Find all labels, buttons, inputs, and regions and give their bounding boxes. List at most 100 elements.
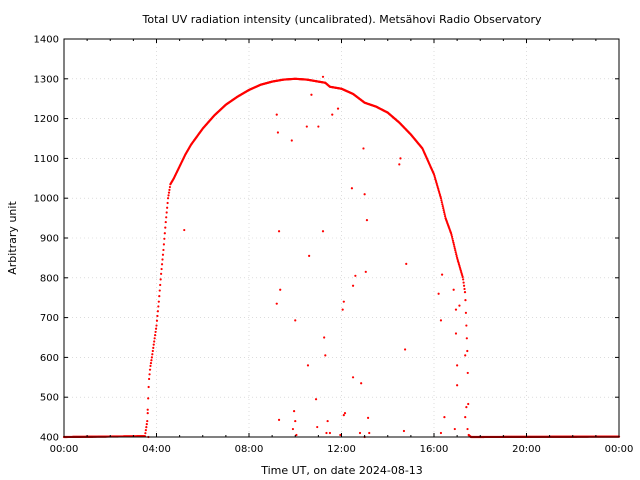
outlier-point — [399, 157, 402, 160]
outlier-point — [275, 113, 278, 116]
outlier-point — [275, 302, 278, 305]
data-point — [149, 361, 153, 365]
y-tick-label: 1000 — [34, 194, 59, 205]
x-tick-label: 08:00 — [235, 444, 264, 455]
y-axis-label: Arbitrary unit — [6, 201, 19, 275]
y-tick-label: 700 — [40, 313, 59, 324]
outlier-point — [464, 354, 467, 357]
data-point — [147, 385, 150, 389]
outlier-point — [146, 412, 149, 415]
data-point — [152, 343, 155, 346]
y-tick-label: 1100 — [34, 154, 59, 165]
x-tick-label: 00:00 — [605, 444, 634, 455]
outlier-point — [323, 336, 326, 339]
outlier-point — [364, 270, 367, 273]
data-point — [442, 209, 445, 212]
outlier-point — [465, 406, 468, 409]
data-point — [168, 188, 171, 191]
y-tick-label: 1200 — [34, 114, 59, 125]
data-point — [462, 281, 465, 284]
data-point — [155, 324, 158, 327]
outlier-point — [305, 125, 308, 128]
x-tick-label: 00:00 — [50, 444, 79, 455]
data-point — [439, 197, 443, 200]
outlier-point — [276, 131, 280, 134]
data-point — [159, 283, 162, 287]
outlier-point — [292, 410, 296, 413]
data-point — [163, 232, 166, 235]
outlier-point — [363, 193, 366, 196]
data-point — [153, 337, 156, 340]
outlier-point — [350, 187, 354, 190]
data-point — [150, 359, 153, 362]
outlier-point — [279, 288, 282, 291]
outlier-point — [366, 416, 370, 419]
outlier-point — [321, 230, 325, 233]
outlier-point — [405, 262, 408, 265]
outlier-point — [342, 414, 345, 417]
data-point — [160, 272, 163, 275]
outlier-point — [306, 364, 310, 367]
outlier-point — [362, 147, 365, 150]
data-point — [158, 289, 161, 292]
data-point — [153, 340, 156, 343]
data-point — [156, 310, 159, 313]
y-tick-label: 900 — [40, 234, 59, 245]
outlier-point — [342, 300, 345, 303]
outlier-point — [326, 419, 329, 423]
data-point — [148, 368, 152, 371]
data-point — [158, 295, 161, 298]
outlier-point — [458, 304, 461, 307]
data-point — [165, 216, 168, 219]
data-point — [164, 220, 167, 224]
data-point — [166, 206, 169, 209]
data-point — [440, 199, 443, 202]
outlier-point — [456, 384, 459, 387]
data-point — [461, 275, 464, 279]
outlier-point — [317, 125, 320, 128]
outlier-point — [398, 163, 401, 166]
data-point — [164, 226, 167, 229]
y-tick-label: 600 — [40, 353, 59, 364]
outlier-point — [295, 433, 298, 437]
grid-lines — [64, 39, 619, 437]
outlier-point — [466, 427, 469, 431]
data-point — [147, 397, 150, 400]
outlier-point — [277, 418, 281, 421]
outlier-point — [294, 319, 297, 322]
data-point — [464, 311, 468, 314]
data-point — [450, 235, 454, 238]
data-point — [454, 251, 457, 254]
data-point — [443, 213, 446, 216]
data-point — [464, 298, 467, 302]
y-tick-label: 400 — [40, 433, 59, 444]
outlier-point — [341, 308, 344, 311]
outlier-point — [464, 416, 467, 419]
data-point — [465, 337, 468, 340]
data-point — [148, 373, 151, 376]
data-point — [455, 254, 458, 258]
chart-title: Total UV radiation intensity (uncalibrat… — [142, 13, 542, 26]
outlier-point — [403, 348, 407, 351]
outlier-point — [443, 416, 446, 419]
outlier-point — [456, 364, 459, 367]
data-point — [162, 243, 165, 246]
data-point — [149, 364, 152, 368]
data-point — [444, 215, 447, 218]
outlier-point — [339, 433, 342, 437]
outlier-point — [452, 288, 455, 291]
outlier-point — [358, 431, 362, 435]
data-point — [467, 402, 470, 406]
outlier-point — [183, 228, 186, 232]
y-tick-label: 1300 — [34, 74, 59, 85]
data-point — [165, 211, 168, 214]
data-point — [160, 263, 164, 266]
data-point — [154, 334, 157, 337]
outlier-point — [294, 419, 297, 423]
data-point — [157, 305, 160, 308]
data-point — [144, 432, 147, 435]
data-point — [145, 426, 148, 429]
y-tick-label: 1400 — [34, 35, 59, 46]
outlier-point — [368, 431, 371, 435]
outlier-point — [440, 273, 444, 276]
